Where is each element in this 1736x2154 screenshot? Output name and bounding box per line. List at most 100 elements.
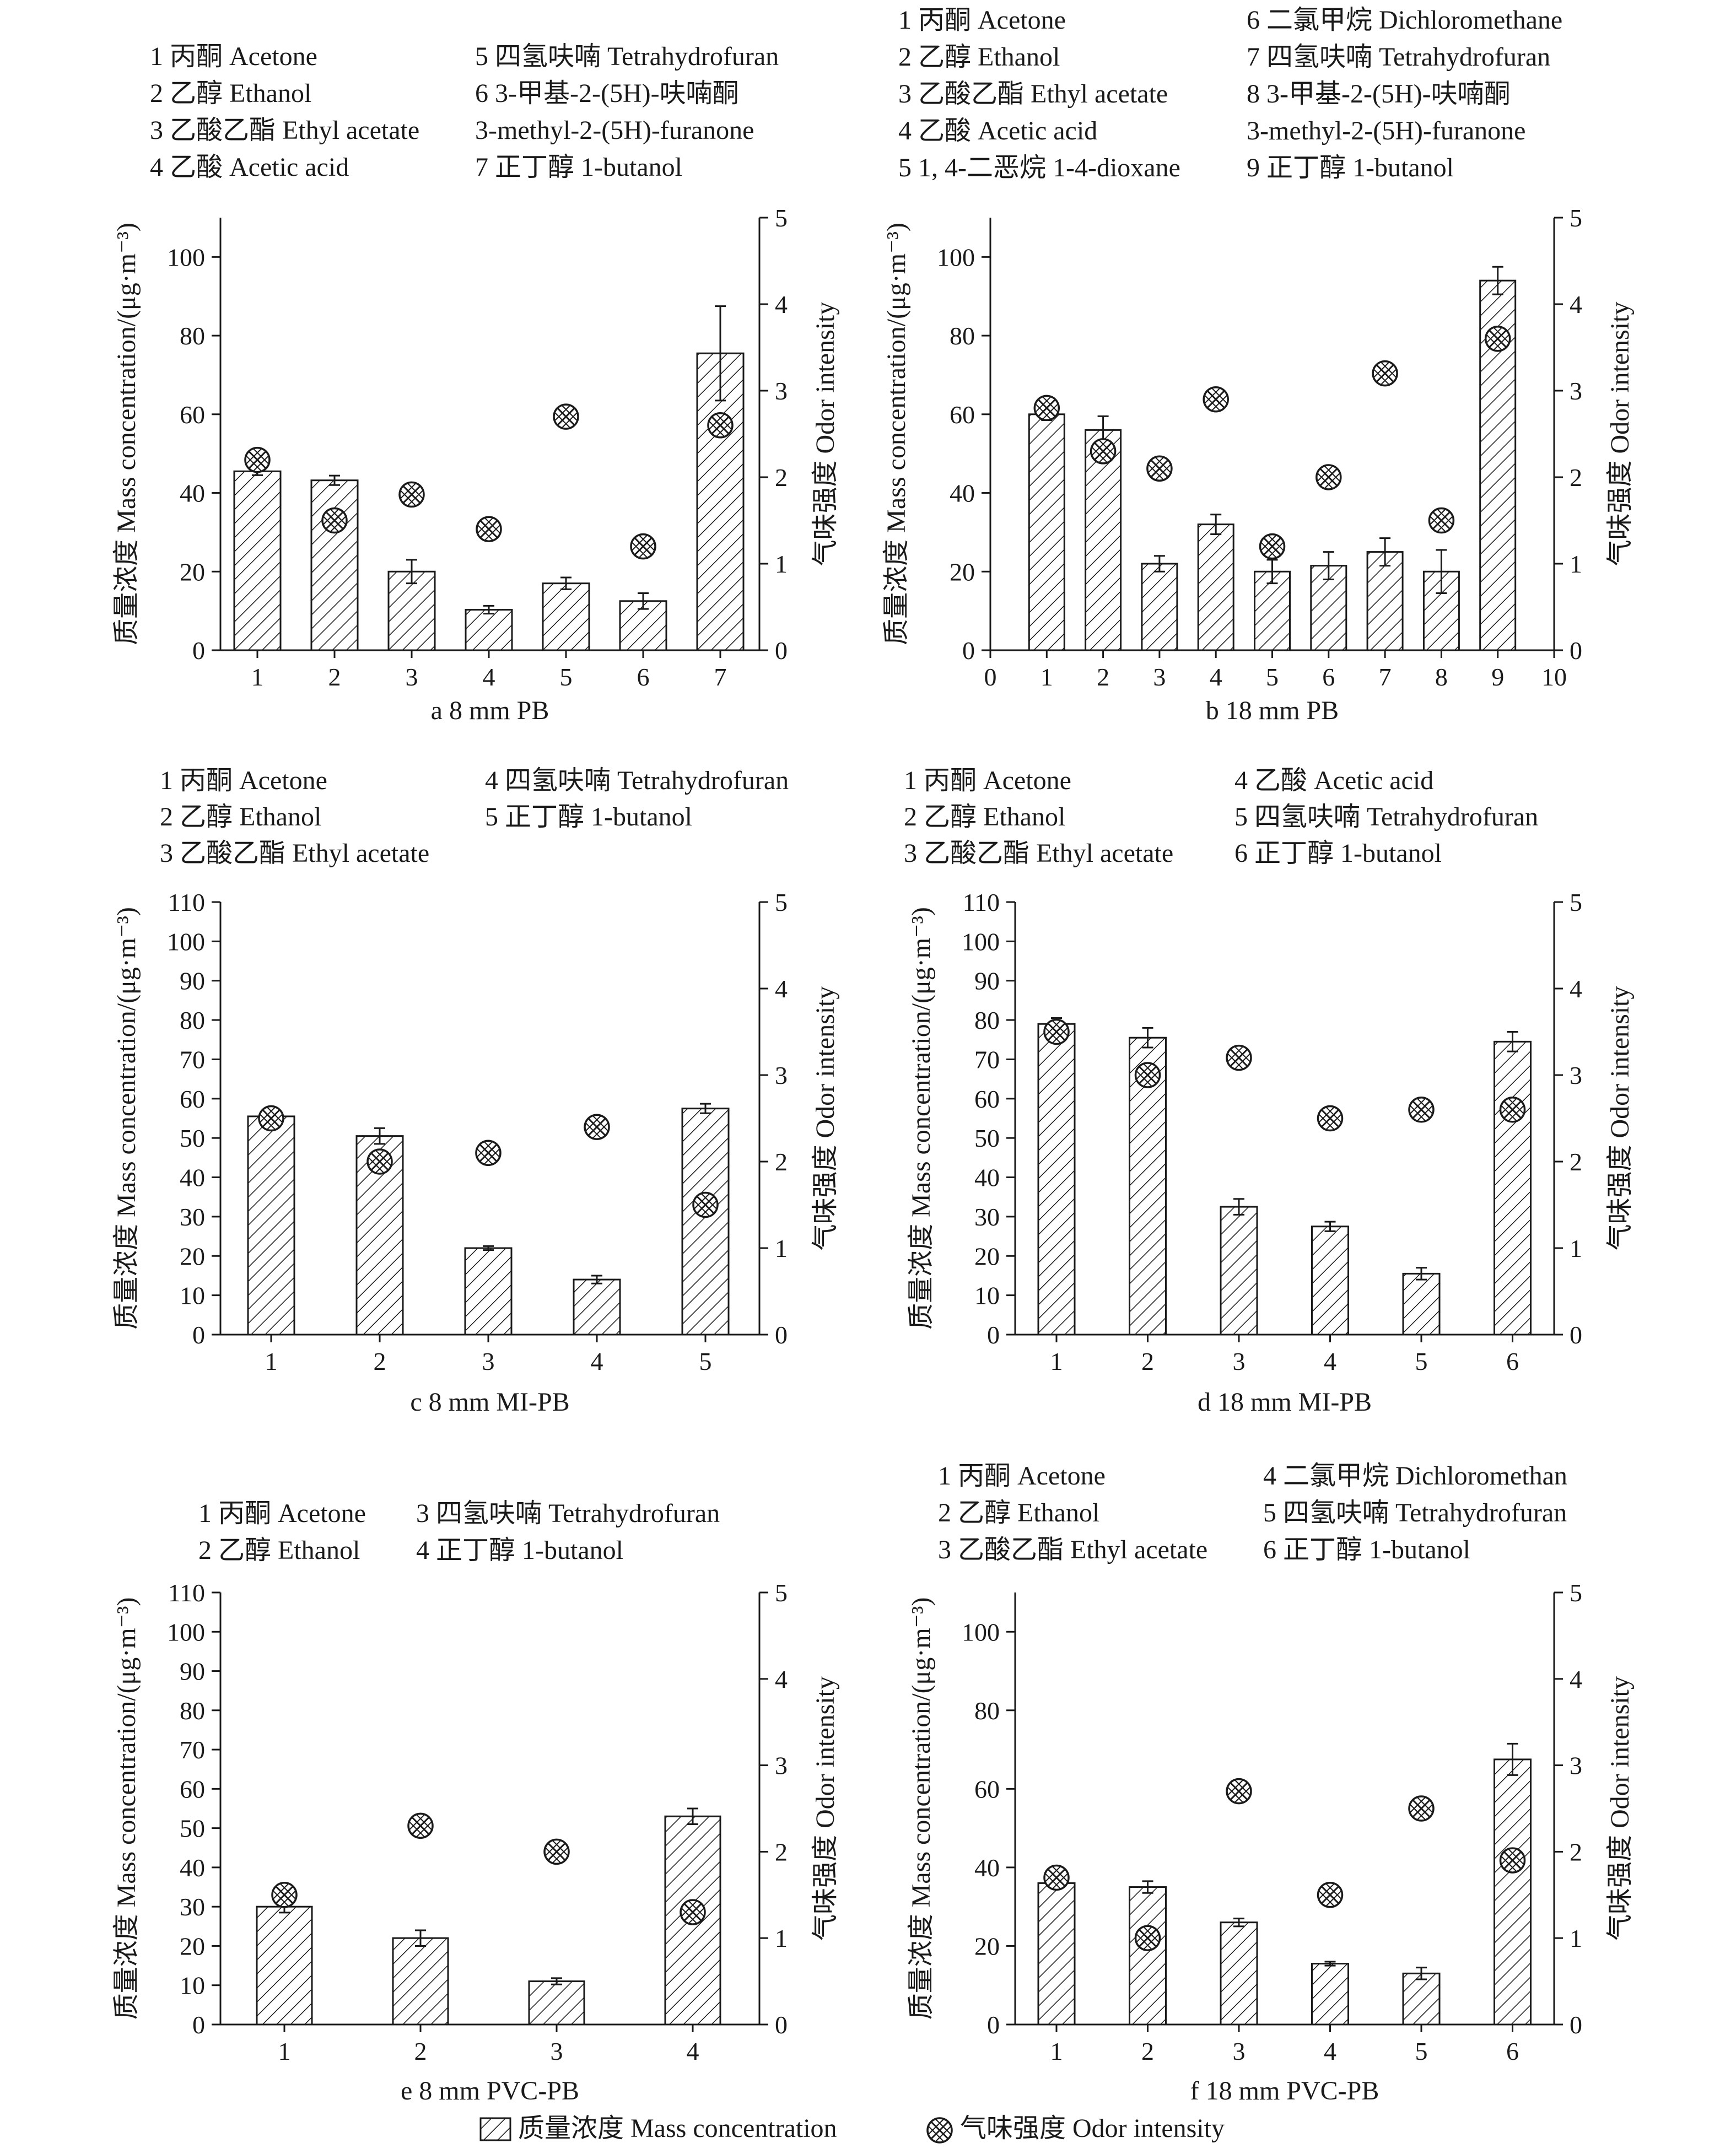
x-tick-label: 3: [406, 663, 418, 691]
y-tick-label: 20: [180, 1932, 205, 1960]
legend-mass-swatch: [479, 2117, 511, 2141]
mass-bar: [1197, 523, 1234, 651]
y-tick-label: 40: [180, 1164, 205, 1192]
mass-bar: [1494, 1758, 1532, 2026]
legend-entry: 3-methyl-2-(5H)-furanone: [475, 116, 754, 145]
odor-marker: [475, 1140, 502, 1167]
mass-bar: [392, 1937, 449, 2026]
y-tick-label: 30: [180, 1203, 205, 1231]
odor-marker: [1134, 1062, 1161, 1088]
legend-entry: 2 乙醇 Ethanol: [198, 1536, 360, 1565]
y2-axis-label: 气味强度 Odor intensity: [1605, 986, 1635, 1251]
y2-tick-label: 3: [1570, 1061, 1582, 1089]
y-axis-label: 质量浓度 Mass concentration/(μg·m⁻³): [112, 1597, 141, 2020]
x-tick-label: 4: [483, 663, 495, 691]
legend-entry: 4 四氢呋喃 Tetrahydrofuran: [485, 766, 789, 795]
y-tick-label: 100: [167, 1618, 205, 1646]
y-tick-label: 40: [180, 1854, 205, 1882]
x-tick-label: 9: [1491, 663, 1504, 691]
y2-tick-label: 5: [1570, 888, 1582, 916]
y-tick-label: 0: [987, 2011, 1000, 2039]
y2-tick-label: 1: [1570, 1234, 1582, 1262]
legend-entry: 6 二氯甲烷 Dichloromethane: [1247, 6, 1562, 35]
legend-entry: 5 1, 4-二恶烷 1-4-dioxane: [898, 153, 1180, 182]
odor-marker: [1203, 386, 1229, 413]
legend-entry: 3 四氢呋喃 Tetrahydrofuran: [416, 1499, 720, 1528]
odor-marker: [407, 1812, 434, 1839]
x-tick-label: 2: [1097, 663, 1109, 691]
mass-bar: [256, 1905, 313, 2026]
mass-bar: [233, 470, 282, 651]
x-tick-label: 5: [699, 1347, 712, 1375]
legend-entry: 3 乙酸乙酯 Ethyl acetate: [150, 116, 419, 145]
y-tick-label: 100: [962, 927, 1000, 955]
legend-entry: 9 正丁醇 1-butanol: [1247, 153, 1454, 182]
y2-tick-label: 1: [1570, 550, 1582, 578]
legend-entry: 5 四氢呋喃 Tetrahydrofuran: [475, 42, 779, 71]
x-tick-label: 3: [482, 1347, 495, 1375]
odor-marker: [584, 1114, 610, 1140]
y2-tick-label: 5: [1570, 204, 1582, 232]
mass-bar: [310, 479, 359, 651]
odor-marker: [366, 1148, 393, 1175]
y-tick-label: 0: [987, 1321, 1000, 1349]
y-tick-label: 100: [167, 243, 205, 271]
x-tick-label: 2: [328, 663, 341, 691]
x-tick-label: 1: [278, 2037, 291, 2065]
legend-entry: 7 四氢呋喃 Tetrahydrofuran: [1247, 42, 1550, 72]
y2-tick-label: 0: [775, 2011, 788, 2039]
legend-entry: 5 四氢呋喃 Tetrahydrofuran: [1234, 802, 1538, 832]
y-tick-label: 60: [180, 1775, 205, 1803]
y2-tick-label: 0: [1570, 636, 1582, 665]
legend-mass-label: 质量浓度 Mass concentration: [518, 2114, 837, 2143]
y2-tick-label: 5: [775, 888, 788, 916]
odor-marker: [1408, 1795, 1435, 1822]
y-tick-label: 40: [180, 479, 205, 508]
odor-marker: [258, 1105, 284, 1132]
x-tick-label: 1: [1040, 663, 1053, 691]
y2-tick-label: 1: [1570, 1924, 1582, 1952]
y-tick-label: 40: [974, 1164, 1000, 1192]
legend-entry: 3 乙酸乙酯 Ethyl acetate: [938, 1535, 1207, 1564]
mass-bar: [1141, 563, 1178, 651]
y-tick-label: 40: [974, 1854, 1000, 1882]
y-tick-label: 0: [962, 636, 975, 665]
y-tick-label: 100: [937, 243, 975, 271]
odor-marker: [1372, 360, 1398, 387]
mass-bar: [1366, 551, 1404, 651]
legend-entry: 1 丙酮 Acetone: [198, 1499, 366, 1528]
y-tick-label: 60: [974, 1775, 1000, 1803]
x-tick-label: 3: [551, 2037, 563, 2065]
mass-bar: [696, 352, 745, 651]
odor-marker: [1259, 533, 1286, 560]
y-tick-label: 20: [180, 558, 205, 586]
panel-a: 1 丙酮 Acetone 2 乙醇 Ethanol 3 乙酸乙酯 Ethyl ace…: [112, 42, 840, 725]
y2-tick-label: 1: [775, 1924, 788, 1952]
y2-tick-label: 3: [775, 377, 788, 405]
y2-tick-label: 0: [1570, 2011, 1582, 2039]
odor-marker: [1499, 1847, 1526, 1874]
odor-marker: [707, 412, 734, 439]
odor-marker: [1316, 464, 1342, 490]
legend-entry: 4 乙酸 Acetic acid: [1234, 766, 1433, 795]
mass-bar: [681, 1108, 730, 1336]
y-tick-label: 80: [180, 322, 205, 350]
legend-entry: 4 正丁醇 1-butanol: [416, 1536, 623, 1565]
legend-odor-label: 气味强度 Odor intensity: [960, 2114, 1225, 2143]
x-tick-label: 1: [265, 1347, 278, 1375]
y-tick-label: 30: [974, 1203, 1000, 1231]
mass-bar: [1028, 413, 1065, 651]
y-tick-label: 60: [974, 1085, 1000, 1113]
odor-marker: [1317, 1882, 1344, 1908]
odor-marker: [543, 1838, 570, 1865]
y2-tick-label: 3: [775, 1752, 788, 1780]
odor-marker: [1090, 438, 1117, 465]
legend-entry: 1 丙酮 Acetone: [160, 766, 327, 795]
x-tick-label: 3: [1153, 663, 1166, 691]
x-tick-label: 7: [714, 663, 727, 691]
mass-bar: [1037, 1882, 1076, 2026]
y-axis-label: 质量浓度 Mass concentration/(μg·m⁻³): [112, 907, 141, 1330]
y2-tick-label: 0: [775, 636, 788, 665]
odor-marker: [1484, 326, 1511, 352]
panel-e: 1 丙酮 Acetone 2 乙醇 Ethanol 3 四氢呋喃 Tetrahydr…: [112, 1499, 840, 2106]
